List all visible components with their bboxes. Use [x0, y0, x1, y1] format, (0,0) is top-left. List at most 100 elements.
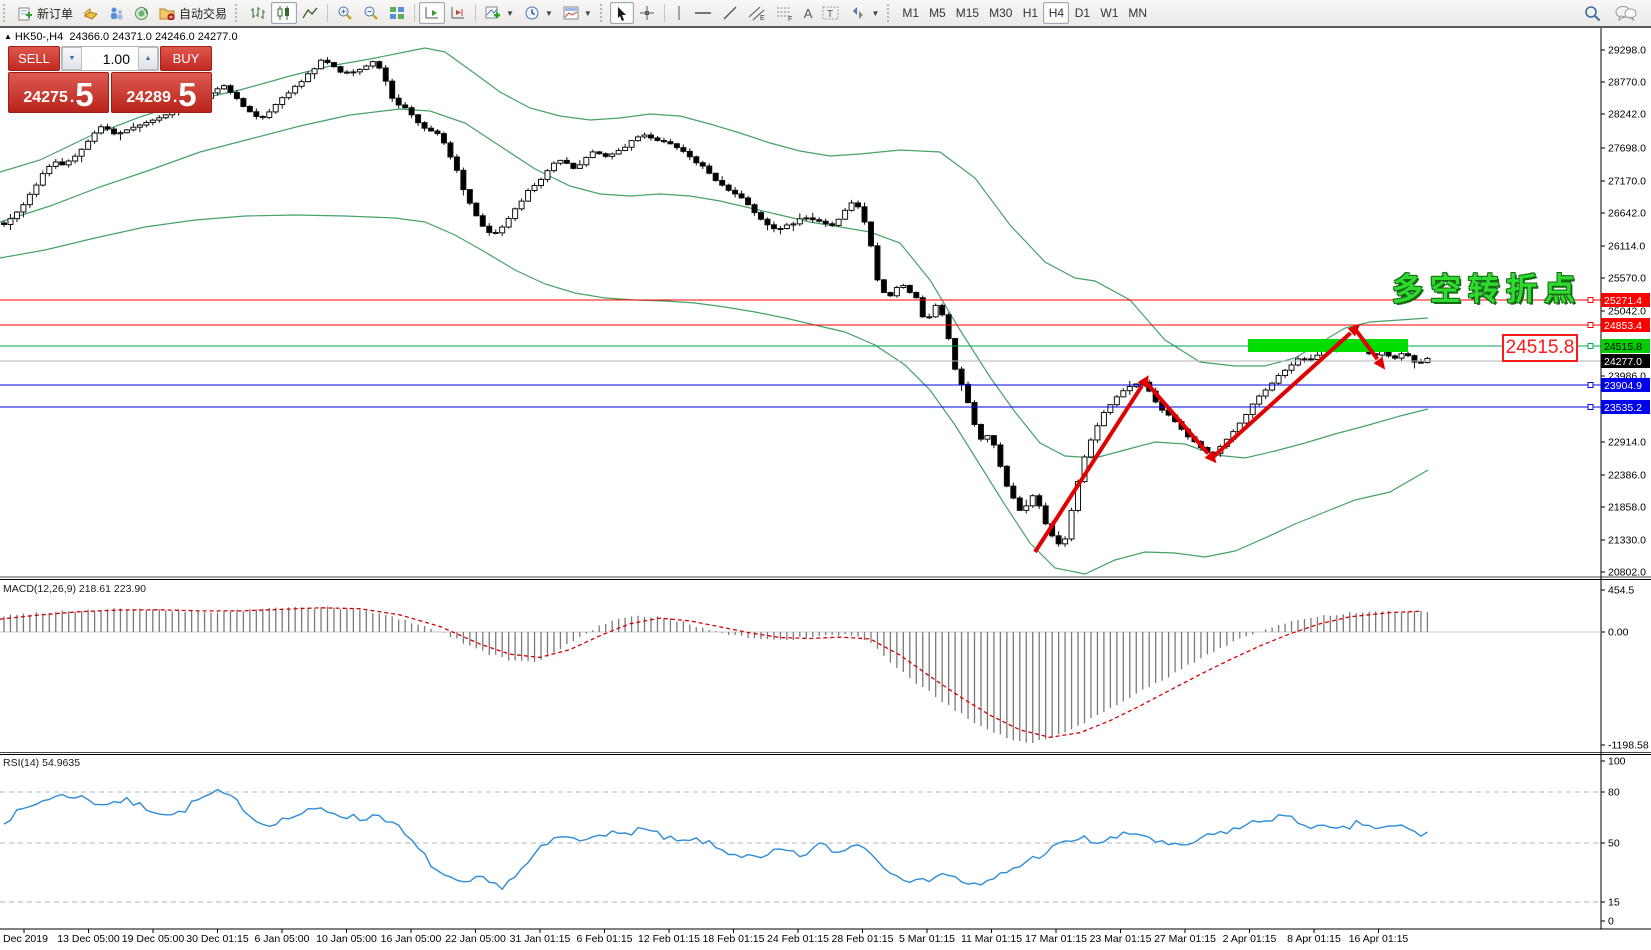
tile-windows-button[interactable] — [384, 2, 410, 24]
time-tick-label: 11 Mar 01:15 — [961, 933, 1022, 945]
candle-bull — [156, 117, 163, 121]
volume-decrease-button[interactable]: ▼ — [62, 47, 82, 70]
timeframe-mn-button[interactable]: MN — [1123, 2, 1152, 24]
auto-trading-button[interactable]: 自动交易 — [154, 2, 232, 24]
candle-bear — [673, 143, 680, 149]
candle-bear — [977, 423, 984, 440]
fibonacci-tool-button[interactable]: F — [771, 2, 799, 24]
toolbar-grip[interactable] — [235, 4, 242, 22]
trend-arrow-segment[interactable] — [1210, 331, 1352, 460]
trend-arrow-segment[interactable] — [1143, 379, 1210, 455]
auto-scroll-button[interactable] — [419, 2, 446, 24]
one-click-toggle-icon[interactable]: ▲ — [4, 32, 12, 41]
candle-bear — [719, 180, 726, 186]
buy-price-box[interactable]: 24289. 5 — [111, 72, 212, 113]
timeframe-m15-button[interactable]: M15 — [951, 2, 984, 24]
templates-dropdown-caret[interactable]: ▼ — [583, 8, 592, 18]
candle-bull — [1023, 505, 1030, 511]
timeframe-m30-button[interactable]: M30 — [984, 2, 1017, 24]
chart-shift-button[interactable] — [445, 2, 471, 24]
new-order-button[interactable]: 新订单 — [13, 2, 78, 24]
chat-icon[interactable] — [1615, 5, 1637, 22]
candle-bear — [1411, 355, 1418, 363]
candle-bull — [518, 200, 525, 210]
history-center-button[interactable] — [78, 2, 104, 24]
zoom-in-button[interactable] — [332, 2, 358, 24]
candle-bear — [408, 107, 415, 116]
periods-dropdown-caret[interactable]: ▼ — [544, 8, 553, 18]
gold-box-icon — [84, 7, 98, 20]
candle-bull — [98, 126, 105, 134]
vertical-line-tool-button[interactable] — [669, 2, 689, 24]
trend-arrows[interactable] — [1033, 324, 1386, 554]
candle-bull — [117, 132, 124, 135]
candle-bull — [622, 146, 629, 152]
price-callout[interactable]: 24515.8 — [1502, 334, 1578, 362]
sell-button[interactable]: SELL — [8, 46, 60, 71]
buy-button[interactable]: BUY — [160, 46, 212, 71]
timeframe-m1-button[interactable]: M1 — [897, 2, 924, 24]
crosshair-tool-button[interactable] — [634, 2, 660, 24]
indicators-dropdown-caret[interactable]: ▼ — [506, 8, 514, 18]
terminal-button[interactable] — [129, 2, 154, 24]
annotation-text[interactable]: 多空转折点 — [1392, 272, 1582, 307]
price-tag-label: 24853.4 — [1604, 320, 1642, 332]
time-tick-label: 16 Apr 01:15 — [1349, 933, 1409, 945]
cursor-tool-button[interactable] — [609, 2, 634, 24]
timeframe-h4-button[interactable]: H4 — [1043, 2, 1070, 24]
bar-chart-type-button[interactable] — [245, 2, 271, 24]
cursor-icon — [617, 6, 626, 21]
price-tick-label: 27698.0 — [1608, 143, 1646, 155]
volume-increase-button[interactable]: ▲ — [138, 47, 158, 70]
volume-input[interactable]: 1.00 — [102, 50, 130, 67]
price-tick-label: 27170.0 — [1608, 176, 1646, 188]
candle-bull — [1120, 390, 1127, 398]
candle-bear — [473, 202, 480, 217]
price-tick-label: 26642.0 — [1608, 208, 1646, 220]
highlight-rectangle[interactable] — [1248, 339, 1408, 352]
periods-button[interactable]: ▼ — [519, 2, 558, 24]
price-tag-label: 24515.8 — [1604, 341, 1642, 353]
candle-bull — [1029, 495, 1036, 507]
timeframe-d1-button[interactable]: D1 — [1069, 2, 1095, 24]
fibonacci-icon: F — [776, 7, 792, 21]
trend-arrow-segment[interactable] — [1033, 384, 1144, 554]
arrows-dropdown-caret[interactable]: ▼ — [871, 8, 880, 18]
candle-bear — [330, 62, 337, 68]
horizontal-line-tool-button[interactable] — [689, 2, 717, 24]
candlestick-chart-type-button[interactable] — [271, 2, 298, 24]
trend-arrow-segment[interactable] — [1353, 327, 1380, 361]
timeframe-m5-button[interactable]: M5 — [924, 2, 951, 24]
candle-bull — [1107, 404, 1114, 414]
rsi-label: RSI(14) 54.9635 — [3, 757, 81, 769]
timeframe-h1-button[interactable]: H1 — [1017, 2, 1043, 24]
indicators-button[interactable]: ▼ — [480, 2, 519, 24]
time-tick-label: 24 Feb 01:15 — [767, 933, 829, 945]
price-tick-label: 28242.0 — [1608, 109, 1646, 121]
candle-bull — [893, 286, 900, 297]
templates-button[interactable]: ▼ — [558, 2, 597, 24]
search-icon[interactable] — [1584, 5, 1601, 22]
trendline-tool-button[interactable] — [717, 2, 743, 24]
toolbar-grip[interactable] — [887, 4, 894, 22]
candle-bear — [110, 128, 117, 135]
arrows-tool-button[interactable]: ▼ — [845, 2, 884, 24]
candle-bull — [538, 178, 545, 187]
rsi-tick-label: 80 — [1608, 787, 1620, 799]
chart-ohlc-values: 24366.0 24371.0 24246.0 24277.0 — [69, 31, 238, 43]
timeframe-w1-button[interactable]: W1 — [1095, 2, 1123, 24]
price-tag-label: 23535.2 — [1604, 402, 1642, 414]
trend-arrowhead — [1373, 356, 1386, 370]
price-tag — [1601, 339, 1650, 353]
text-label-tool-button[interactable]: T — [817, 2, 845, 24]
channel-tool-button[interactable]: E — [743, 2, 771, 24]
navigator-button[interactable] — [104, 2, 129, 24]
toolbar-grip[interactable] — [599, 4, 607, 22]
sell-price-box[interactable]: 24275. 5 — [8, 72, 109, 113]
text-tool-button[interactable]: A — [799, 2, 818, 24]
zoom-out-button[interactable] — [358, 2, 384, 24]
toolbar-grip[interactable] — [3, 4, 10, 22]
line-chart-type-button[interactable] — [297, 2, 323, 24]
candle-bear — [809, 217, 816, 221]
